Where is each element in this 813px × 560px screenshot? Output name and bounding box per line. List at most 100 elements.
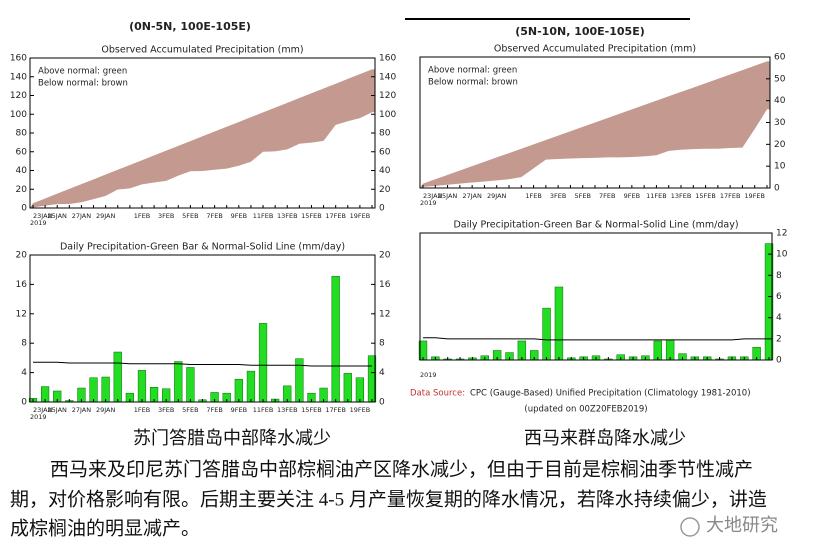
chart-title: Observed Accumulated Precipitation (mm) xyxy=(101,45,303,56)
x-tick-label: 15FEB xyxy=(301,406,322,414)
y-tick-label: 12 xyxy=(16,309,27,319)
x-year-label: 2019 xyxy=(30,413,47,421)
y-tick-label: 10 xyxy=(776,250,788,260)
x-tick-label: 9FEB xyxy=(231,212,247,220)
x-tick-label: 29JAN xyxy=(487,192,507,200)
x-year-label: 2019 xyxy=(420,199,437,207)
x-tick-label: 23JAN xyxy=(33,406,53,414)
x-tick-label: 25JAN xyxy=(48,212,68,220)
x-tick-label: 29JAN xyxy=(96,406,116,414)
y-tick-label: 60 xyxy=(379,147,391,157)
bar xyxy=(343,373,352,403)
y-tick-label: 0 xyxy=(379,398,385,408)
x-tick-label: 19FEB xyxy=(744,192,765,200)
x-tick-label: 19FEB xyxy=(350,406,371,414)
chart-title: Daily Precipitation-Green Bar & Normal-S… xyxy=(453,220,738,231)
x-tick-label: 13FEB xyxy=(277,406,298,414)
region-heading: (5N-10N, 100E-105E) xyxy=(515,25,645,38)
y-tick-label: 20 xyxy=(16,185,28,195)
x-tick-label: 17FEB xyxy=(325,406,346,414)
y-tick-label: 0 xyxy=(21,204,27,214)
y-tick-label: 4 xyxy=(776,313,782,323)
plot-area xyxy=(420,233,772,360)
x-tick-label: 11FEB xyxy=(253,212,274,220)
bar xyxy=(331,276,340,403)
bar xyxy=(554,286,564,361)
legend-note: Below normal: brown xyxy=(38,79,128,89)
y-tick-label: 0 xyxy=(379,204,385,214)
x-tick-label: 29JAN xyxy=(96,212,116,220)
y-tick-label: 6 xyxy=(776,292,782,302)
bar xyxy=(234,378,243,403)
y-tick-label: 80 xyxy=(379,129,391,139)
x-tick-label: 7FEB xyxy=(206,212,222,220)
x-tick-label: 5FEB xyxy=(182,406,198,414)
legend-note: Above normal: green xyxy=(428,66,517,76)
x-tick-label: 1FEB xyxy=(134,212,150,220)
y-tick-label: 20 xyxy=(379,251,391,261)
y-tick-label: 140 xyxy=(10,72,27,82)
x-tick-label: 27JAN xyxy=(462,192,482,200)
paragraph-line: 西马来及印尼苏门答腊岛中部棕榈油产区降水减少，但由于目前是棕榈油季节性减产 xyxy=(50,458,753,480)
x-tick-label: 7FEB xyxy=(599,192,615,200)
paragraph-line: 期，对价格影响有限。后期主要关注 4-5 月产量恢复期的降水情况，若降水持续偏少… xyxy=(10,488,767,510)
x-tick-label: 17FEB xyxy=(325,212,346,220)
x-tick-label: 1FEB xyxy=(525,192,541,200)
bar xyxy=(101,376,110,403)
updated-note: (updated on 00Z20FEB2019) xyxy=(524,405,647,415)
y-tick-label: 60 xyxy=(16,147,28,157)
y-tick-label: 160 xyxy=(10,54,27,64)
x-tick-label: 25JAN xyxy=(48,406,68,414)
region-heading: (0N-5N, 100E-105E) xyxy=(129,20,251,33)
area xyxy=(30,112,375,208)
y-tick-label: 20 xyxy=(774,140,786,150)
y-tick-label: 40 xyxy=(16,166,28,176)
paragraph-line: 成棕榈油的明显减产。 xyxy=(10,517,200,539)
y-tick-label: 16 xyxy=(16,280,28,290)
y-tick-label: 120 xyxy=(379,91,396,101)
y-tick-label: 2 xyxy=(776,334,782,344)
y-tick-label: 60 xyxy=(774,53,786,63)
bar xyxy=(174,361,183,403)
x-tick-label: 15FEB xyxy=(301,212,322,220)
bar xyxy=(665,339,675,361)
y-tick-label: 10 xyxy=(774,162,786,172)
y-tick-label: 20 xyxy=(379,185,391,195)
y-tick-label: 20 xyxy=(16,251,28,261)
x-tick-label: 13FEB xyxy=(277,212,298,220)
x-tick-label: 13FEB xyxy=(671,192,692,200)
x-tick-label: 27JAN xyxy=(72,212,92,220)
bar xyxy=(355,377,365,403)
x-tick-label: 1FEB xyxy=(134,406,150,414)
bar xyxy=(89,377,98,403)
x-tick-label: 11FEB xyxy=(253,406,274,414)
chart-title: Daily Precipitation-Green Bar & Normal-S… xyxy=(60,242,345,253)
normal-line xyxy=(33,361,372,367)
chart-title: Observed Accumulated Precipitation (mm) xyxy=(494,44,696,55)
y-tick-label: 12 xyxy=(379,309,390,319)
y-tick-label: 100 xyxy=(379,110,396,120)
y-tick-label: 4 xyxy=(21,368,27,378)
x-tick-label: 9FEB xyxy=(624,192,640,200)
x-tick-label: 27JAN xyxy=(72,406,92,414)
x-tick-label: 23JAN xyxy=(423,192,443,200)
y-tick-label: 100 xyxy=(10,110,27,120)
x-tick-label: 25JAN xyxy=(438,192,458,200)
x-year-label: 2019 xyxy=(420,371,437,379)
y-tick-label: 30 xyxy=(774,118,786,128)
watermark-icon xyxy=(680,517,700,537)
x-tick-label: 3FEB xyxy=(158,212,174,220)
caption: 西马来群岛降水减少 xyxy=(524,428,686,448)
bar xyxy=(246,370,256,403)
bar xyxy=(113,351,122,403)
x-tick-label: 3FEB xyxy=(158,406,174,414)
source-label: Data Source: xyxy=(410,389,465,399)
y-tick-label: 40 xyxy=(774,96,786,106)
watermark: 大地研究 xyxy=(706,515,778,535)
y-tick-label: 8 xyxy=(21,339,27,349)
bar xyxy=(137,370,147,403)
bar xyxy=(258,323,268,403)
bar xyxy=(542,307,551,361)
y-tick-label: 8 xyxy=(379,339,385,349)
